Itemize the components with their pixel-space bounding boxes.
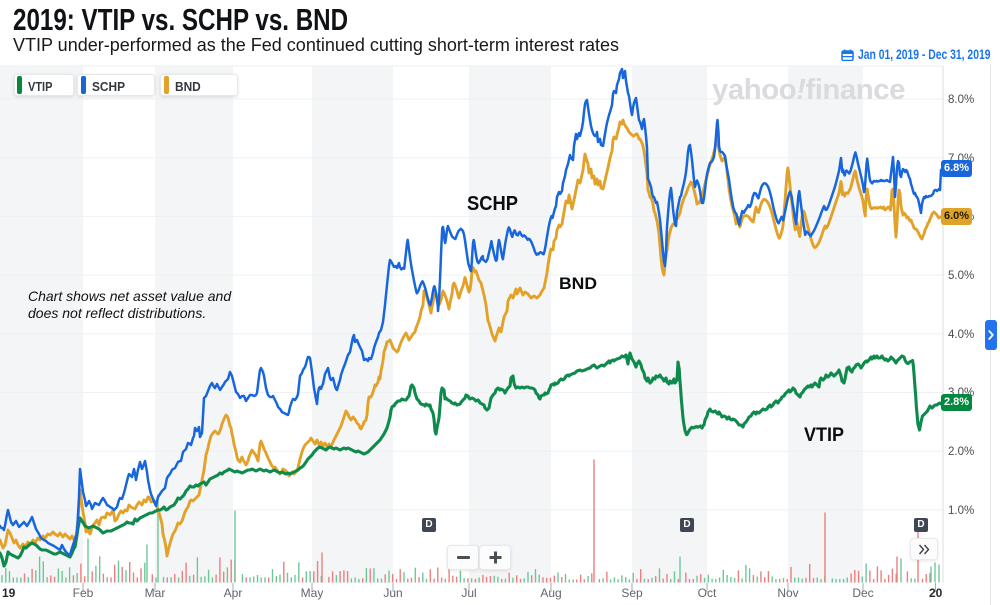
svg-text:2.0%: 2.0%: [948, 446, 974, 458]
svg-text:Dec: Dec: [852, 586, 873, 600]
svg-text:20: 20: [929, 586, 943, 600]
svg-text:Mar: Mar: [145, 586, 166, 600]
svg-text:1.0%: 1.0%: [948, 505, 974, 517]
svg-text:yahoo!finance: yahoo!finance: [712, 74, 905, 106]
svg-text:Feb: Feb: [73, 586, 94, 600]
svg-text:8.0%: 8.0%: [948, 94, 974, 106]
svg-text:Jun: Jun: [383, 586, 402, 600]
svg-text:Jul: Jul: [461, 586, 476, 600]
svg-text:Sep: Sep: [621, 586, 643, 600]
svg-text:19: 19: [2, 586, 16, 600]
svg-text:BND: BND: [559, 274, 597, 293]
svg-text:VTIP: VTIP: [804, 425, 844, 446]
svg-text:SCHP: SCHP: [467, 193, 518, 215]
svg-text:5.0%: 5.0%: [948, 270, 974, 282]
svg-text:Apr: Apr: [224, 586, 243, 600]
svg-text:Nov: Nov: [777, 586, 798, 600]
svg-text:Aug: Aug: [540, 586, 561, 600]
svg-text:Oct: Oct: [698, 586, 717, 600]
svg-text:4.0%: 4.0%: [948, 329, 974, 341]
svg-text:May: May: [301, 586, 324, 600]
